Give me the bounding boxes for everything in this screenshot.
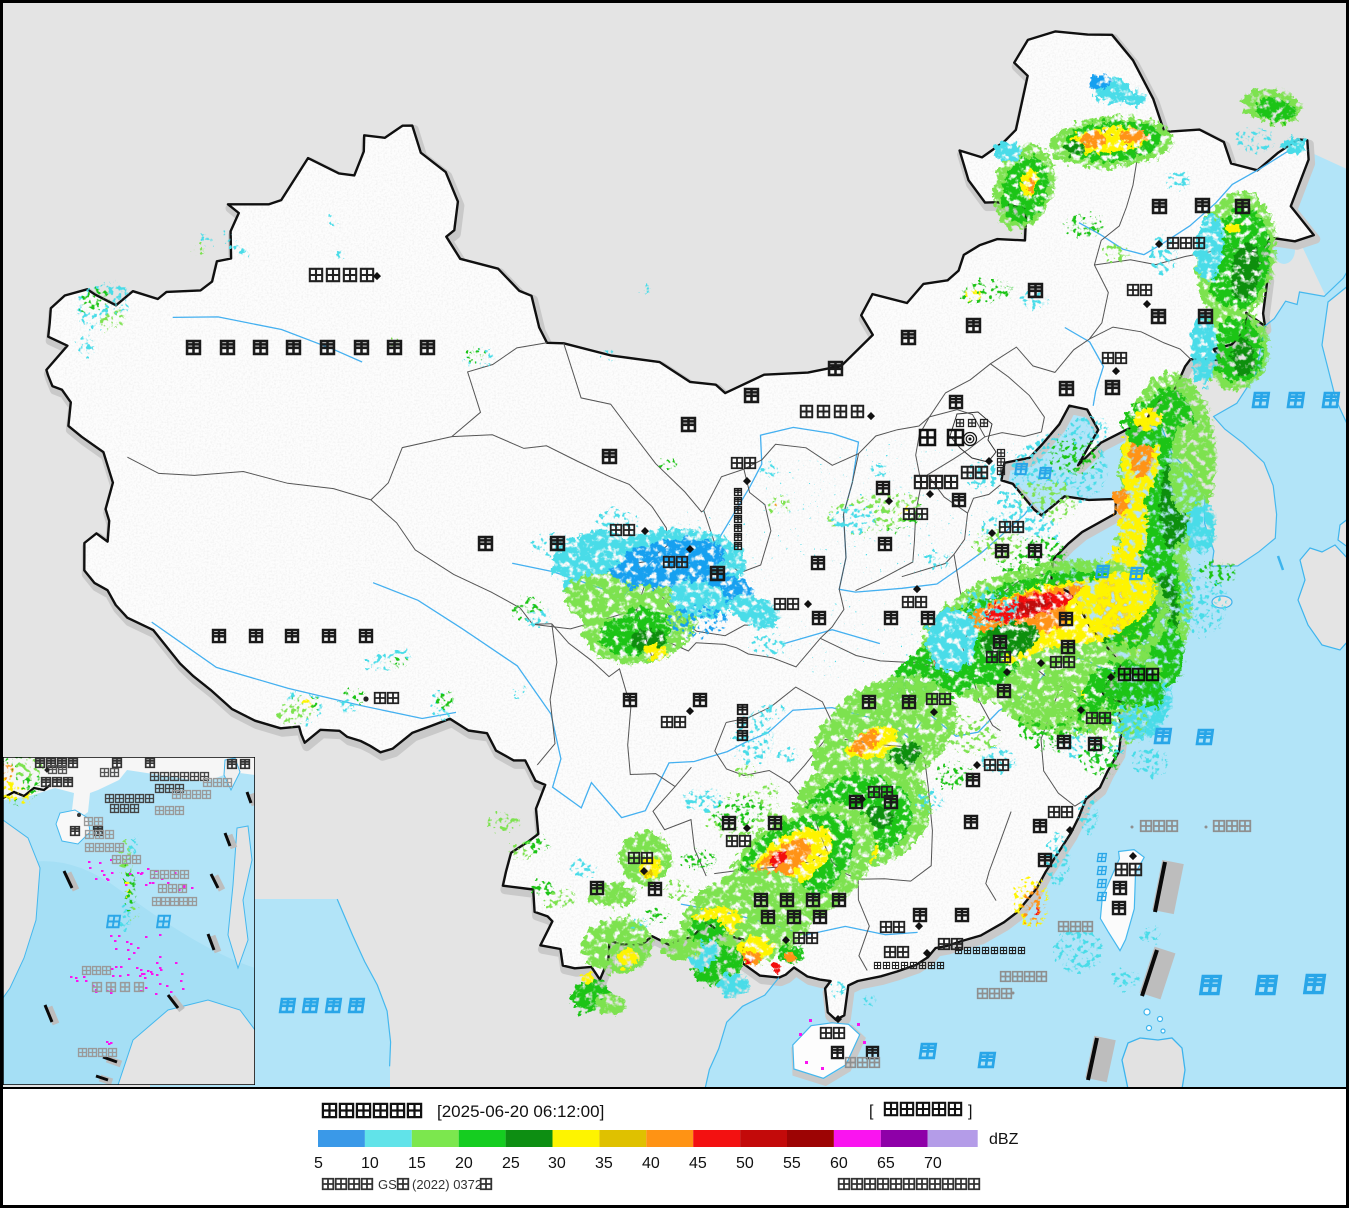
svg-text:dBZ: dBZ (989, 1131, 1019, 1148)
svg-text:5: 5 (314, 1155, 323, 1172)
svg-text:70: 70 (924, 1155, 942, 1172)
svg-text:20: 20 (455, 1155, 473, 1172)
svg-text:[: [ (869, 1103, 874, 1120)
svg-text:GS: GS (378, 1177, 397, 1192)
svg-text:25: 25 (502, 1155, 520, 1172)
svg-text:40: 40 (642, 1155, 660, 1172)
svg-text:30: 30 (548, 1155, 566, 1172)
svg-text:55: 55 (783, 1155, 801, 1172)
svg-text:35: 35 (595, 1155, 613, 1172)
svg-text:65: 65 (877, 1155, 895, 1172)
svg-text:45: 45 (689, 1155, 707, 1172)
svg-text:(2022) 0372: (2022) 0372 (412, 1177, 482, 1192)
svg-text:50: 50 (736, 1155, 754, 1172)
svg-text:15: 15 (408, 1155, 426, 1172)
svg-text:10: 10 (361, 1155, 379, 1172)
svg-text:[2025-06-20 06:12:00]: [2025-06-20 06:12:00] (437, 1102, 604, 1121)
svg-text:60: 60 (830, 1155, 848, 1172)
svg-text:]: ] (968, 1103, 972, 1120)
